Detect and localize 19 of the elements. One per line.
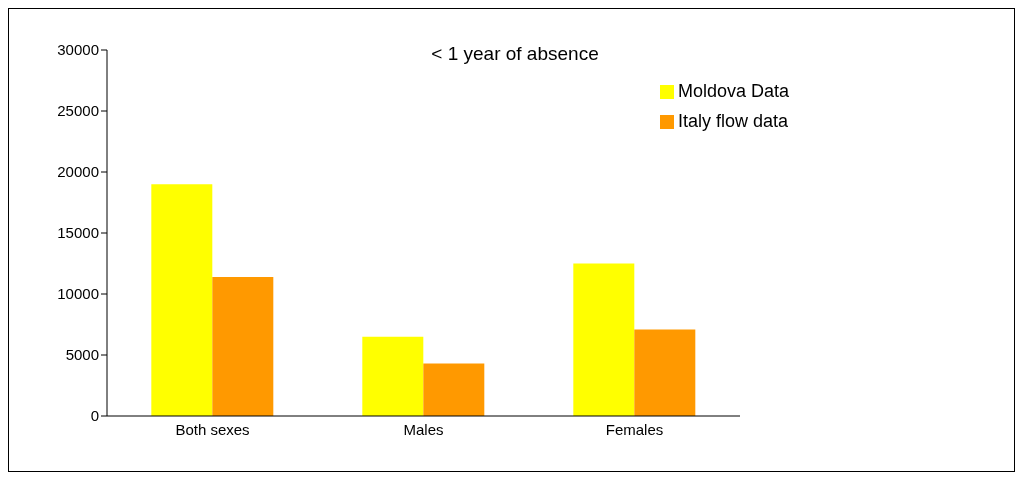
bar bbox=[151, 184, 213, 416]
y-tick-label: 30000 bbox=[57, 41, 99, 59]
y-tick-label: 10000 bbox=[57, 285, 99, 303]
legend-label: Italy flow data bbox=[678, 111, 789, 131]
x-tick-label: Both sexes bbox=[175, 420, 250, 438]
x-tick-label: Males bbox=[403, 420, 444, 438]
bar bbox=[634, 329, 696, 416]
bar bbox=[362, 336, 424, 416]
y-tick-label: 15000 bbox=[57, 224, 99, 242]
bar bbox=[423, 363, 485, 416]
bar bbox=[573, 263, 635, 416]
y-tick-label: 20000 bbox=[57, 163, 99, 181]
x-tick-label: Females bbox=[605, 420, 664, 438]
y-tick-label: 0 bbox=[90, 407, 99, 425]
chart-title: < 1 year of absence bbox=[430, 43, 600, 65]
bar bbox=[212, 276, 274, 416]
legend-label: Moldova Data bbox=[678, 81, 790, 101]
y-tick-label: 25000 bbox=[57, 102, 99, 120]
y-tick-label: 5000 bbox=[65, 346, 99, 364]
